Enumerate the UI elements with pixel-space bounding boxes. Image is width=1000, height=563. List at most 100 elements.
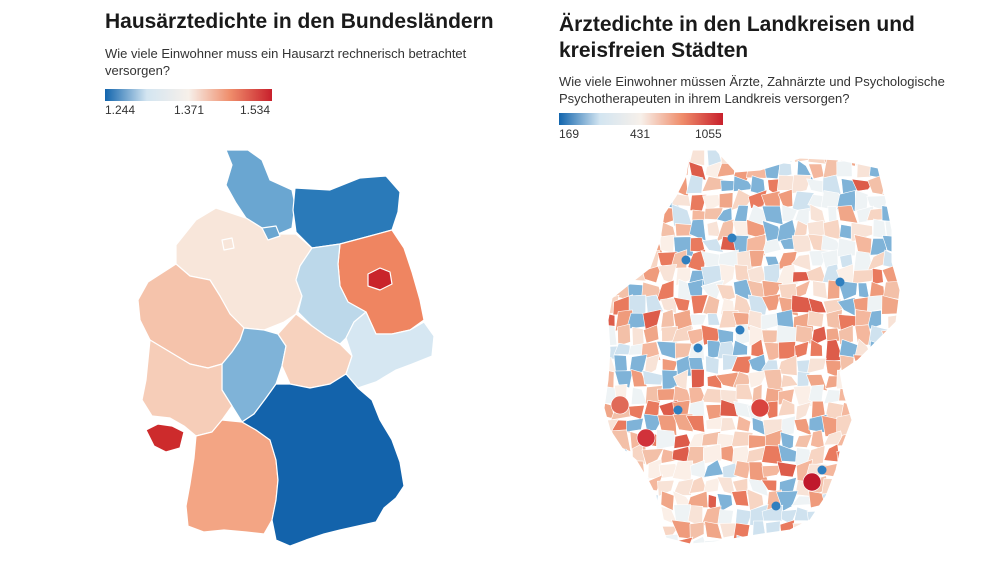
district-tile[interactable] — [626, 144, 649, 163]
district-tile[interactable] — [746, 146, 769, 166]
district-tile[interactable] — [630, 538, 647, 557]
district-tile[interactable] — [867, 430, 884, 451]
district-tile[interactable] — [617, 323, 631, 347]
district-tile[interactable] — [617, 488, 631, 508]
district-tile[interactable] — [794, 434, 813, 448]
district-tile[interactable] — [645, 146, 660, 162]
district-tile[interactable] — [672, 478, 694, 497]
district-tile[interactable] — [660, 490, 675, 512]
district-tile[interactable] — [632, 477, 650, 495]
district-tile[interactable] — [880, 451, 903, 465]
district-tile[interactable] — [853, 234, 872, 257]
district-tile[interactable] — [599, 503, 619, 524]
district-tile[interactable] — [690, 368, 705, 392]
district-tile[interactable] — [643, 324, 660, 344]
district-tile[interactable] — [627, 161, 646, 178]
district-tile[interactable] — [630, 222, 647, 241]
district-tile[interactable] — [881, 264, 901, 284]
district-tile[interactable] — [617, 175, 634, 195]
district-tile[interactable] — [656, 429, 677, 450]
district-tile[interactable] — [761, 464, 785, 478]
district-tile[interactable] — [705, 355, 720, 375]
district-tile[interactable] — [628, 236, 643, 255]
district-tile[interactable] — [881, 429, 903, 452]
district-tile[interactable] — [629, 489, 643, 509]
district-tile[interactable] — [869, 340, 884, 361]
district-tile[interactable] — [839, 506, 855, 526]
district-tile[interactable] — [836, 237, 856, 257]
district-tile[interactable] — [857, 282, 870, 299]
district-tile[interactable] — [776, 174, 795, 191]
district-tile[interactable] — [748, 249, 765, 268]
district-tile[interactable] — [795, 401, 812, 422]
district-tile[interactable] — [776, 461, 797, 478]
district-tile[interactable] — [882, 145, 902, 164]
district-tile[interactable] — [763, 160, 781, 180]
district-tile[interactable] — [641, 161, 659, 182]
district-tile[interactable] — [659, 234, 675, 254]
district-tile[interactable] — [881, 400, 903, 419]
district-tile[interactable] — [628, 179, 646, 195]
district-tile[interactable] — [690, 294, 709, 315]
district-tile[interactable] — [600, 536, 615, 556]
district-tile[interactable] — [882, 159, 900, 178]
district-tile[interactable] — [806, 510, 828, 525]
district-tile[interactable] — [613, 519, 634, 538]
district-tile-city[interactable] — [681, 255, 691, 265]
district-tile[interactable] — [852, 524, 873, 541]
district-tile[interactable] — [736, 415, 752, 433]
district-tile[interactable] — [596, 268, 617, 283]
district-tile-city[interactable] — [835, 277, 845, 287]
district-tile[interactable] — [795, 279, 811, 299]
district-tile[interactable] — [597, 488, 614, 512]
district-tile[interactable] — [689, 313, 708, 326]
district-tile[interactable] — [850, 388, 872, 402]
district-tile[interactable] — [626, 523, 649, 541]
district-tile[interactable] — [610, 222, 633, 241]
district-tile[interactable] — [883, 495, 902, 512]
district-tile[interactable] — [673, 309, 694, 330]
district-tile[interactable] — [597, 475, 618, 498]
district-tile[interactable] — [610, 448, 631, 466]
district-tile[interactable] — [836, 159, 853, 177]
state-schleswig-holstein[interactable] — [225, 149, 296, 235]
district-tile[interactable] — [851, 533, 873, 554]
district-tile[interactable] — [807, 150, 828, 165]
district-tile[interactable] — [884, 220, 903, 238]
district-tile[interactable] — [765, 520, 781, 540]
district-tile[interactable] — [870, 523, 889, 539]
district-tile[interactable] — [868, 535, 888, 551]
district-tile[interactable] — [655, 279, 675, 303]
district-tile[interactable] — [795, 325, 813, 345]
district-tile[interactable] — [707, 313, 721, 326]
district-tile[interactable] — [852, 449, 873, 465]
district-tile[interactable] — [852, 269, 874, 285]
district-tile[interactable] — [613, 161, 630, 182]
district-tile[interactable] — [866, 295, 884, 313]
district-tile[interactable] — [645, 224, 658, 241]
district-tile[interactable] — [627, 506, 645, 522]
district-tile[interactable] — [611, 236, 633, 258]
district-tile[interactable] — [717, 328, 734, 346]
district-tile[interactable] — [646, 189, 660, 211]
district-tile[interactable] — [644, 205, 665, 227]
district-tile[interactable] — [671, 203, 693, 227]
district-tile[interactable] — [811, 519, 826, 543]
district-tile[interactable] — [868, 476, 887, 494]
state-saarland[interactable] — [145, 423, 185, 453]
district-tile[interactable] — [809, 339, 823, 357]
district-tile[interactable] — [882, 461, 901, 481]
district-tile[interactable] — [670, 146, 690, 163]
district-tile[interactable] — [881, 295, 904, 315]
district-tile[interactable] — [777, 398, 796, 417]
district-tile[interactable] — [781, 415, 796, 436]
district-tile[interactable] — [884, 413, 904, 437]
district-tile[interactable] — [599, 445, 620, 462]
district-tile[interactable] — [866, 309, 882, 331]
district-tile[interactable] — [807, 357, 827, 374]
district-tile[interactable] — [731, 490, 750, 507]
state-sachsen-anhalt[interactable] — [295, 243, 367, 345]
district-tile[interactable] — [670, 173, 689, 198]
district-tile[interactable] — [703, 476, 721, 494]
district-tile[interactable] — [852, 400, 873, 422]
